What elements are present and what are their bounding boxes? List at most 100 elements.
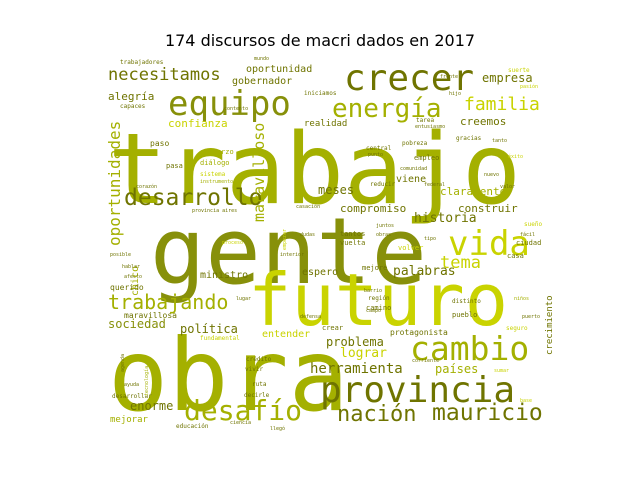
word-cloud-term: camino bbox=[366, 304, 391, 312]
word-cloud-term: construir bbox=[458, 202, 518, 215]
word-cloud-term: tecnología bbox=[143, 366, 150, 396]
word-cloud-term: posible bbox=[110, 252, 131, 258]
word-cloud-term: hablar bbox=[122, 264, 140, 270]
word-cloud-term: pueblo bbox=[452, 311, 477, 319]
word-cloud-term: ciencia bbox=[230, 420, 251, 426]
word-cloud-term: entender bbox=[262, 329, 310, 340]
word-cloud-term: sumar bbox=[494, 368, 509, 374]
word-cloud-term: palabras bbox=[393, 264, 456, 279]
word-cloud-term: pasión bbox=[520, 83, 538, 90]
word-cloud-term: base bbox=[520, 398, 532, 404]
word-cloud-term: frente bbox=[440, 74, 458, 80]
word-cloud-term: confianza bbox=[168, 117, 228, 130]
word-cloud-term: problema bbox=[326, 335, 384, 349]
word-cloud-term: crédito bbox=[246, 356, 272, 363]
word-cloud-term: tema bbox=[440, 253, 481, 273]
word-cloud-term: claramente bbox=[440, 185, 506, 198]
word-cloud-term: ministro bbox=[200, 270, 248, 281]
word-cloud-term: ayuda bbox=[124, 382, 139, 388]
word-cloud-term: gente bbox=[150, 198, 427, 305]
chart-title: 174 discursos de macri dados en 2017 bbox=[164, 31, 476, 50]
word-cloud-term: cambio bbox=[410, 329, 529, 368]
word-cloud-term: sociedad bbox=[108, 317, 166, 331]
word-cloud-term: ruta bbox=[252, 381, 267, 388]
word-cloud-term: campo bbox=[366, 308, 381, 314]
word-cloud-term: tarea bbox=[416, 117, 434, 124]
word-cloud-term: gobernador bbox=[232, 76, 292, 87]
word-cloud-term: suerte bbox=[508, 67, 530, 74]
word-cloud-term: meses bbox=[318, 183, 354, 197]
word-cloud-term: enorme bbox=[130, 399, 173, 413]
word-cloud-term: mauricio bbox=[432, 400, 543, 426]
word-cloud-term: protagonista bbox=[390, 328, 448, 337]
word-cloud-term: ciudad bbox=[516, 239, 541, 247]
word-cloud-term: barrio bbox=[364, 288, 382, 294]
word-cloud-term: crecimiento bbox=[545, 295, 555, 355]
word-cloud-term: trabajadores bbox=[120, 59, 164, 66]
word-cloud-term: pasa bbox=[166, 162, 183, 170]
word-cloud-term: política bbox=[180, 322, 238, 336]
word-cloud-term: esfuerzo bbox=[200, 148, 234, 156]
word-cloud-term: valor bbox=[500, 184, 515, 190]
word-cloud-term: lugar bbox=[236, 296, 251, 302]
word-cloud-term: corazón bbox=[136, 183, 157, 190]
word-cloud-term: decirle bbox=[244, 392, 270, 399]
word-cloud-term: iniciamos bbox=[304, 90, 337, 97]
word-cloud-term: provincia aires bbox=[192, 208, 237, 214]
word-cloud-term: interior bbox=[280, 252, 304, 258]
word-cloud-term: reducir bbox=[370, 181, 396, 188]
word-cloud-term: energía bbox=[332, 94, 442, 124]
word-cloud-term: seguro bbox=[506, 325, 528, 332]
word-cloud-term: hijo bbox=[449, 91, 461, 97]
word-cloud-term: federal bbox=[424, 182, 445, 188]
word-cloud-term: fácil bbox=[520, 231, 535, 238]
word-cloud-term: oportunidad bbox=[246, 64, 312, 75]
word-cloud-term: empresa bbox=[482, 71, 533, 85]
word-cloud-term: pobreza bbox=[402, 140, 428, 147]
word-cloud-term: tantos bbox=[340, 230, 365, 238]
word-cloud-term: querido bbox=[110, 283, 144, 292]
word-cloud-term: diálogo bbox=[200, 159, 230, 167]
word-cloud-term: desarrollar bbox=[112, 393, 152, 400]
word-cloud-term: educación bbox=[176, 423, 209, 430]
word-cloud-term: nación bbox=[337, 402, 416, 427]
word-cloud-term: mejore bbox=[362, 264, 387, 272]
word-cloud-term: central bbox=[366, 145, 392, 152]
word-cloud-term: agenda bbox=[120, 354, 126, 372]
word-cloud-term: crear bbox=[322, 324, 343, 332]
word-cloud-term: equipo bbox=[168, 84, 291, 124]
word-cloud-term: desafío bbox=[184, 394, 302, 427]
word-cloud-term: niños bbox=[514, 296, 529, 302]
word-cloud-term: sistema bbox=[200, 171, 226, 178]
word-cloud-term: capaces bbox=[120, 103, 146, 110]
word-cloud-term: historia bbox=[414, 211, 477, 226]
word-cloud-term: dudas bbox=[300, 232, 315, 238]
word-cloud-term: casación bbox=[296, 203, 320, 210]
word-cloud-term: viene bbox=[396, 174, 426, 185]
word-cloud-term: compromiso bbox=[340, 202, 406, 215]
word-cloud-term: empezar bbox=[282, 229, 288, 250]
word-cloud-term: necesitamos bbox=[108, 65, 221, 85]
word-cloud-term: puerto bbox=[522, 314, 540, 320]
word-cloud-term: chico bbox=[130, 266, 141, 296]
word-cloud-term: maravillosa bbox=[124, 311, 177, 320]
word-cloud-term: herramienta bbox=[310, 361, 403, 377]
word-cloud-term: fundamental bbox=[200, 335, 240, 342]
word-cloud-term: alegría bbox=[108, 90, 154, 103]
word-cloud-term: corriente bbox=[412, 358, 439, 364]
word-cloud-term: futuro bbox=[248, 258, 508, 342]
word-cloud-term: instrumento bbox=[200, 179, 233, 185]
word-cloud-term: realidad bbox=[304, 119, 347, 129]
word-cloud-term: entusiasmo bbox=[415, 124, 445, 130]
word-cloud-term: mundo bbox=[254, 56, 269, 62]
word-cloud-term: familia bbox=[464, 94, 540, 115]
word-cloud-term: trabajando bbox=[108, 290, 228, 314]
word-cloud-term: juntos bbox=[376, 223, 394, 229]
word-cloud-term: desarrollo bbox=[124, 185, 262, 211]
word-cloud-term: contento bbox=[224, 106, 248, 112]
word-cloud-term: éxito bbox=[508, 153, 523, 160]
word-cloud-term: creemos bbox=[460, 115, 506, 128]
word-cloud-term: oportunidades bbox=[105, 121, 124, 246]
word-cloud-term: paso bbox=[150, 139, 169, 148]
